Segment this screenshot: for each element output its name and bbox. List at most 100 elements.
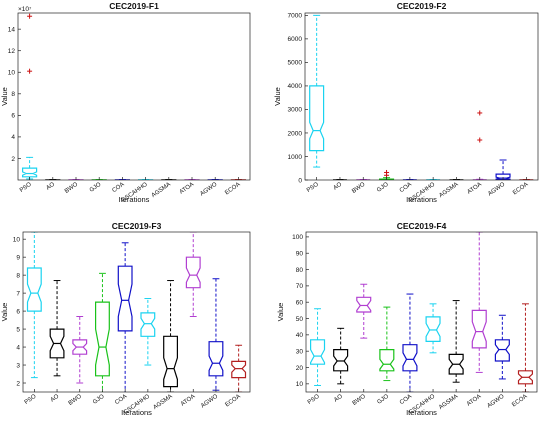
y-tick-label: 14 bbox=[8, 26, 16, 33]
y-axis-label: Value bbox=[0, 87, 9, 106]
y-tick-label: 8 bbox=[11, 91, 15, 98]
panel-2: CEC2019-F2 0 1000 2000 3000 4000 5000 6000 7000 P… bbox=[273, 1, 539, 204]
x-tick-label: AGWO bbox=[487, 182, 506, 198]
plot-area bbox=[22, 13, 246, 180]
y-tick-label: 2000 bbox=[288, 130, 303, 137]
x-tick-label: ATOA bbox=[466, 394, 482, 408]
box-bwo bbox=[356, 283, 372, 339]
box-body bbox=[22, 167, 38, 178]
x-tick-label: AGWO bbox=[486, 394, 505, 410]
x-tick-label: BWO bbox=[351, 182, 366, 195]
box-body bbox=[185, 256, 201, 289]
y-tick-label: 2 bbox=[11, 156, 15, 163]
box-body bbox=[379, 349, 395, 372]
y-tick-label: 7000 bbox=[288, 13, 303, 20]
x-tick-label: COA bbox=[399, 394, 413, 406]
box-body bbox=[425, 316, 441, 342]
exponent-label: ×10⁷ bbox=[18, 6, 32, 13]
box-body bbox=[117, 265, 133, 332]
y-tick-label: 90 bbox=[296, 251, 304, 258]
y-tick-label: 2 bbox=[16, 380, 20, 387]
chart-title: CEC2019-F1 bbox=[109, 1, 159, 11]
chart-title: CEC2019-F4 bbox=[397, 221, 447, 231]
box-atoa bbox=[472, 110, 487, 180]
y-tick-label: 80 bbox=[296, 267, 304, 274]
box-ecoa bbox=[517, 303, 534, 392]
x-tick-label: ECOA bbox=[512, 182, 529, 197]
box-ao bbox=[333, 327, 349, 385]
box-pso bbox=[26, 232, 42, 379]
box-agsma bbox=[163, 280, 178, 392]
y-axis-label: Value bbox=[273, 87, 282, 106]
y-tick-label: 30 bbox=[296, 348, 304, 355]
chart-title: CEC2019-F3 bbox=[112, 221, 162, 231]
box-coa bbox=[117, 242, 133, 392]
box-pso bbox=[310, 308, 326, 386]
x-tick-label: AO bbox=[45, 182, 56, 192]
x-tick-label: BWO bbox=[64, 182, 79, 195]
x-tick-label: COA bbox=[399, 182, 413, 194]
box-gjo bbox=[94, 272, 110, 392]
box-gjo bbox=[379, 306, 395, 382]
box-body bbox=[310, 339, 326, 365]
x-tick-label: AO bbox=[333, 182, 344, 192]
outlier-marker bbox=[27, 68, 33, 74]
axes-frame bbox=[304, 12, 539, 181]
axes-frame bbox=[17, 12, 251, 181]
x-tick-label: ECOA bbox=[224, 394, 241, 409]
x-tick-label: ECOA bbox=[511, 394, 528, 409]
y-tick-label: 6000 bbox=[288, 36, 303, 43]
x-tick-label: PSO bbox=[24, 394, 38, 406]
box-atoa bbox=[185, 232, 201, 317]
y-tick-label: 100 bbox=[292, 234, 303, 241]
plot-area bbox=[26, 232, 247, 392]
y-tick-label: 10 bbox=[8, 70, 16, 77]
box-body bbox=[94, 301, 110, 377]
y-axis-label: Value bbox=[276, 303, 285, 322]
y-tick-label: 70 bbox=[296, 283, 304, 290]
box-body bbox=[494, 339, 510, 362]
box-agwo bbox=[494, 314, 510, 380]
y-tick-label: 12 bbox=[8, 48, 16, 55]
x-tick-label: AGWO bbox=[200, 394, 219, 410]
y-axis-label: Value bbox=[0, 303, 9, 322]
x-tick-label: AGSMA bbox=[151, 182, 172, 199]
y-tick-label: 3 bbox=[16, 362, 20, 369]
x-tick-label: GJO bbox=[89, 182, 103, 194]
x-tick-label: AO bbox=[50, 394, 61, 404]
box-body bbox=[356, 296, 372, 313]
x-tick-label: GJO bbox=[376, 182, 390, 194]
box-body bbox=[72, 339, 88, 355]
box-body bbox=[140, 312, 156, 337]
box-agwo bbox=[495, 159, 511, 180]
box-pso bbox=[22, 13, 38, 180]
axes-frame bbox=[305, 231, 538, 393]
y-tick-label: 10 bbox=[13, 236, 21, 243]
box-agwo bbox=[208, 278, 224, 391]
y-tick-label: 4 bbox=[16, 344, 20, 351]
y-tick-label: 1000 bbox=[288, 154, 303, 161]
box-bwo bbox=[72, 315, 88, 384]
y-tick-label: 4 bbox=[11, 134, 15, 141]
outlier-marker bbox=[477, 110, 483, 116]
y-tick-label: 50 bbox=[296, 316, 304, 323]
x-axis-label: Iterations bbox=[119, 195, 150, 204]
box-body bbox=[448, 353, 464, 375]
x-tick-label: ATOA bbox=[179, 182, 195, 196]
x-axis-label: Iterations bbox=[121, 408, 152, 417]
x-tick-label: PSO bbox=[306, 182, 320, 194]
box-body bbox=[471, 309, 487, 349]
box-coa bbox=[402, 293, 418, 392]
box-body bbox=[26, 267, 42, 312]
x-tick-label: PSO bbox=[307, 394, 321, 406]
box-agsma bbox=[448, 300, 464, 383]
outlier-marker bbox=[27, 13, 33, 19]
box-ao bbox=[49, 280, 65, 377]
box-body bbox=[208, 341, 224, 377]
y-tick-label: 6 bbox=[11, 113, 15, 120]
chart-title: CEC2019-F2 bbox=[397, 1, 447, 11]
box-cscahho bbox=[140, 298, 156, 366]
box-body bbox=[333, 349, 349, 372]
box-body bbox=[495, 173, 511, 180]
